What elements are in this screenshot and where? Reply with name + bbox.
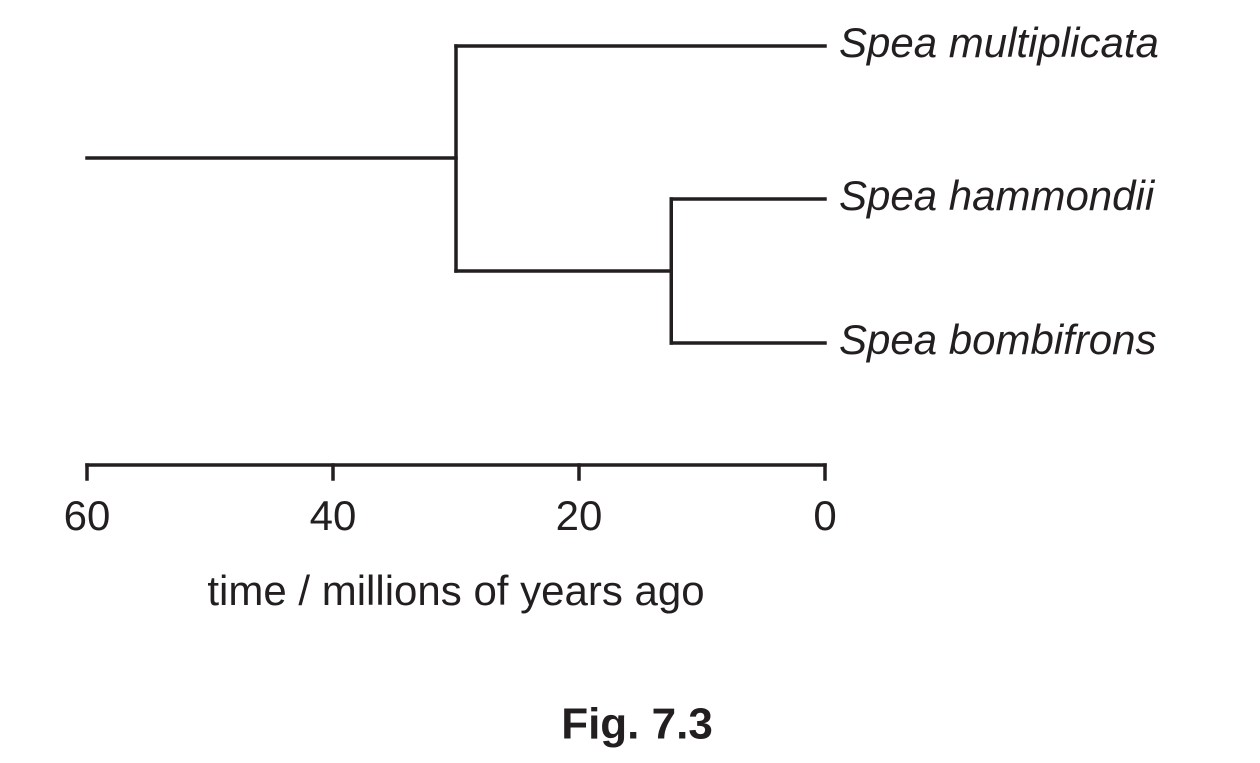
tick-label: 40 (310, 492, 357, 539)
tick-label: 60 (64, 492, 111, 539)
species-label: Spea multiplicata (839, 19, 1159, 66)
tick-label: 20 (556, 492, 603, 539)
caption: Fig. 7.3 (561, 700, 713, 749)
tick-label: 0 (813, 492, 836, 539)
species-label: Spea hammondii (839, 172, 1156, 219)
axis-label: time / millions of years ago (207, 567, 704, 614)
species-label: Spea bombifrons (839, 316, 1157, 363)
